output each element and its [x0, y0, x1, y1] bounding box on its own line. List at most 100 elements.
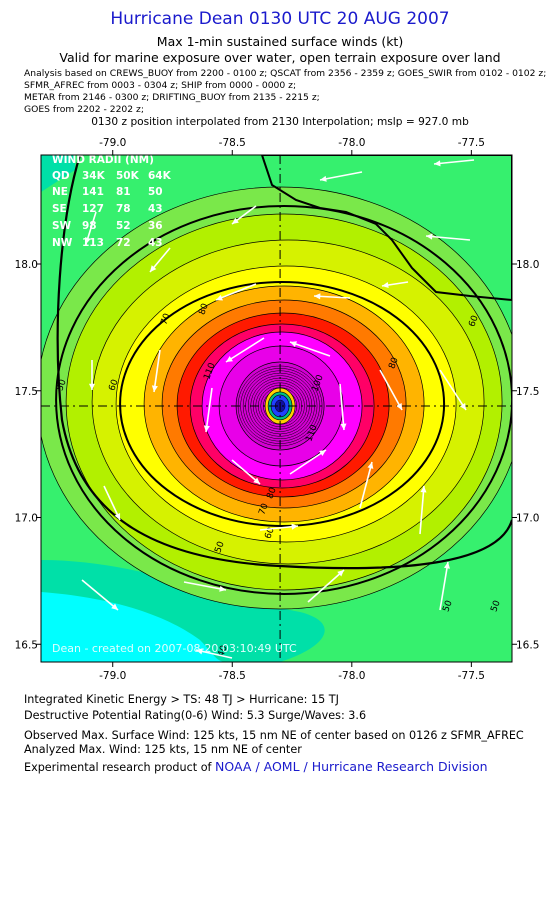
- wind-radii-header: 50K: [116, 170, 140, 182]
- analysis-line: GOES from 2202 - 2202 z;: [24, 104, 144, 115]
- contour-64kt: [119, 280, 446, 527]
- contour-label: 80: [265, 486, 278, 500]
- wind-arrow: [319, 171, 363, 181]
- contour-label: 50: [489, 599, 502, 613]
- wind-arrow: [205, 387, 213, 433]
- wind-radii-cell: 50: [148, 186, 163, 198]
- x-tick-label-top: -79.0: [99, 137, 126, 149]
- wind-arrow-head: [340, 423, 347, 430]
- wind-arrow-head: [253, 477, 260, 484]
- x-tick-label-bottom: -78.5: [219, 670, 246, 680]
- contour-label: 60: [467, 314, 480, 328]
- wind-arrow-head: [367, 462, 374, 469]
- analyzed-max-text: Analyzed Max. Wind: 125 kts, 15 nm NE of…: [24, 743, 302, 756]
- research-org-link[interactable]: NOAA / AOML / Hurricane Research Divisio…: [215, 759, 488, 774]
- contour-label: 50: [213, 540, 226, 554]
- x-tick-label-top: -78.0: [338, 137, 365, 149]
- wind-radii-title: WIND RADII (NM): [52, 154, 154, 166]
- wind-radii-header: 34K: [82, 170, 106, 182]
- dpr-text: Destructive Potential Rating(0-6) Wind: …: [24, 709, 367, 722]
- wind-arrow-head: [460, 403, 466, 410]
- wind-arrow: [81, 579, 119, 611]
- contour-label: 50: [55, 378, 68, 392]
- wind-arrow: [439, 561, 449, 611]
- wind-arrow-head: [396, 403, 402, 410]
- wind-radii-cell: 113: [82, 237, 104, 249]
- wind-arrow-head: [219, 585, 226, 592]
- plot-frame: [40, 154, 513, 663]
- wind-arrow: [425, 235, 471, 241]
- y-tick-label-right: 18.0: [516, 259, 539, 271]
- wind-radii-cell: 52: [116, 220, 131, 232]
- wind-arrow: [153, 349, 161, 393]
- band-40-50-northwest: [41, 155, 75, 192]
- wind-arrow: [379, 369, 403, 411]
- wind-arrow-head: [226, 356, 233, 362]
- wind-radii-cell: 81: [116, 186, 131, 198]
- wind-arrow: [419, 485, 425, 535]
- wind-radii-header: 64K: [148, 170, 172, 182]
- x-tick-label-top: -78.5: [219, 137, 246, 149]
- contour-label: 70: [257, 502, 270, 516]
- wind-arrow-head: [114, 513, 121, 520]
- wind-arrow: [359, 461, 373, 509]
- wind-arrow-head: [196, 648, 203, 655]
- wind-arrow-head: [314, 293, 321, 300]
- wind-arrow: [339, 383, 345, 431]
- y-tick-label-left: 17.5: [15, 386, 38, 398]
- subtitle-valid: Valid for marine exposure over water, op…: [59, 50, 501, 65]
- wind-radii-cell: NW: [52, 237, 73, 249]
- x-tick-label-top: -77.5: [458, 137, 485, 149]
- y-tick-label-left: 17.0: [15, 513, 38, 525]
- wind-radii-header: QD: [52, 170, 70, 182]
- contour-label: 60: [107, 378, 120, 392]
- x-tick-label-bottom: -79.0: [99, 670, 126, 680]
- contour-label: 50: [441, 599, 454, 613]
- contour-label: 80: [387, 356, 400, 370]
- wind-arrow: [259, 525, 299, 531]
- wind-arrow-head: [291, 523, 298, 530]
- chart-title: Hurricane Dean 0130 UTC 20 AUG 2007: [110, 9, 450, 29]
- wind-radii-cell: 78: [116, 203, 131, 215]
- contour-label: 70: [159, 312, 172, 326]
- band-below-40: [41, 592, 226, 662]
- wind-arrow: [307, 569, 345, 603]
- wind-arrow-head: [84, 237, 91, 244]
- subtitle-winds: Max 1-min sustained surface winds (kt): [156, 34, 404, 49]
- wind-arrow-head: [232, 217, 239, 224]
- wind-radii-cell: 36: [148, 220, 163, 232]
- wind-arrow-head: [443, 562, 450, 569]
- analysis-line: Analysis based on CREWS_BUOY from 2200 -…: [24, 68, 547, 79]
- wind-arrow-head: [426, 233, 433, 240]
- wind-arrow: [433, 159, 475, 165]
- y-tick-label-left: 18.0: [15, 259, 38, 271]
- analysis-line: METAR from 2146 - 0300 z; DRIFTING_BUOY …: [24, 92, 320, 103]
- watermark: Dean - created on 2007-08-20 03:10:49 UT…: [52, 642, 297, 655]
- y-tick-label-right: 17.0: [516, 513, 539, 525]
- wind-radii-cell: 43: [148, 237, 163, 249]
- x-tick-label-bottom: -78.0: [338, 670, 365, 680]
- wind-arrow: [439, 369, 467, 411]
- wind-radii-cell: 72: [116, 237, 131, 249]
- wind-arrow-head: [290, 341, 297, 347]
- wind-radii-cell: 141: [82, 186, 104, 198]
- wind-arrow-head: [434, 160, 441, 167]
- contour-50kt: [55, 205, 512, 595]
- wind-radii-table: WIND RADII (NM) QD 34K 50K 64K NE 141 81 50 SE 127…: [52, 154, 172, 249]
- wind-arrow-head: [319, 450, 326, 457]
- y-tick-label-right: 16.5: [516, 639, 539, 651]
- wind-radii-cell: SW: [52, 220, 72, 232]
- contour-34kt: [56, 155, 512, 570]
- y-tick-label-left: 16.5: [15, 639, 38, 651]
- coastline: [260, 155, 512, 302]
- wind-arrow-head: [337, 570, 344, 577]
- wind-arrow-head: [216, 294, 223, 301]
- y-tick-label-right: 17.5: [516, 386, 539, 398]
- wind-arrow: [183, 581, 227, 591]
- wind-arrow: [215, 283, 257, 301]
- wind-radii-cell: 98: [82, 220, 97, 232]
- wind-arrow-head: [203, 425, 210, 432]
- wind-arrow: [289, 449, 327, 475]
